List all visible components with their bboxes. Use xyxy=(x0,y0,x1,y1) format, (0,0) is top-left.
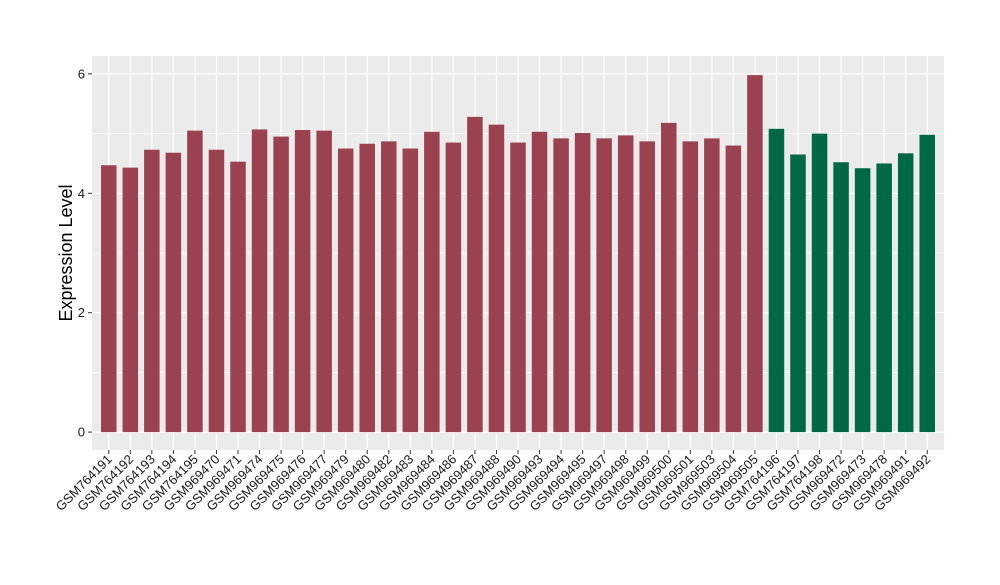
bar-GSM969486 xyxy=(445,142,462,433)
bar-GSM969472 xyxy=(833,162,849,433)
bar-GSM969484 xyxy=(424,131,440,433)
bar-GSM969494 xyxy=(553,138,569,433)
bar-GSM969474 xyxy=(251,129,268,433)
bar-GSM969504 xyxy=(725,145,742,433)
bar-GSM764191 xyxy=(101,165,117,433)
bar-GSM969471 xyxy=(230,161,246,433)
bar-GSM764198 xyxy=(811,133,828,433)
bars-layer xyxy=(101,75,935,433)
bar-GSM969491 xyxy=(897,153,914,433)
bar-GSM969478 xyxy=(876,163,892,433)
bar-GSM969505 xyxy=(747,75,763,433)
bar-GSM969500 xyxy=(661,122,677,433)
bar-GSM969490 xyxy=(510,142,526,433)
y-tick-label: 6 xyxy=(78,66,85,81)
bar-GSM969492 xyxy=(919,134,935,433)
bar-GSM764195 xyxy=(187,130,203,433)
y-tick-label: 0 xyxy=(78,425,85,440)
x-axis: GSM764191GSM764192GSM764193GSM764194GSM7… xyxy=(53,450,933,514)
bar-GSM969498 xyxy=(617,135,634,433)
bar-GSM969488 xyxy=(488,124,505,433)
bar-GSM969479 xyxy=(337,148,354,433)
bar-GSM764193 xyxy=(144,149,160,433)
bar-GSM969473 xyxy=(854,168,871,433)
bar-GSM969482 xyxy=(381,141,397,433)
bar-GSM969501 xyxy=(682,141,699,433)
bar-GSM969487 xyxy=(467,116,483,433)
y-axis-title: Expression Level xyxy=(56,184,76,321)
y-tick-label: 2 xyxy=(78,305,85,320)
bar-GSM764192 xyxy=(122,167,139,433)
bar-GSM969483 xyxy=(402,148,419,433)
bar-GSM969499 xyxy=(639,141,655,433)
bar-GSM764196 xyxy=(768,128,785,433)
y-axis: 0 2 4 6 xyxy=(78,66,92,440)
bar-GSM969503 xyxy=(704,138,720,433)
bar-GSM969475 xyxy=(273,136,289,433)
bar-GSM969495 xyxy=(574,133,591,433)
bar-GSM969497 xyxy=(596,138,612,433)
bar-GSM969477 xyxy=(316,130,332,433)
bar-GSM764197 xyxy=(790,154,806,433)
bar-GSM969476 xyxy=(294,130,311,433)
bar-GSM764194 xyxy=(165,152,182,433)
bar-GSM969480 xyxy=(359,143,375,433)
y-tick-label: 4 xyxy=(78,186,85,201)
bar-GSM969470 xyxy=(208,149,225,433)
bar-GSM969493 xyxy=(531,131,548,433)
